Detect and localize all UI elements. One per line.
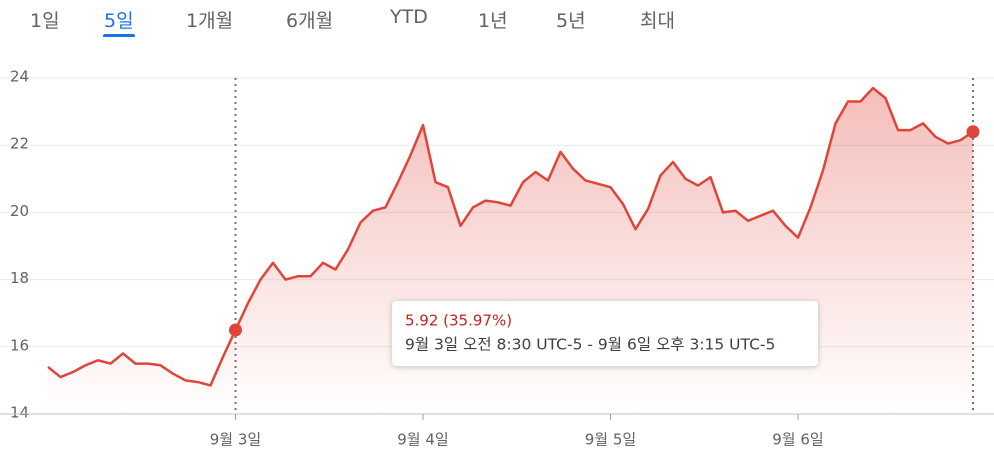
tooltip-range: 9월 3일 오전 8:30 UTC-5 - 9월 6일 오후 3:15 UTC-… bbox=[405, 336, 775, 354]
x-tick-label: 9월 6일 bbox=[772, 431, 823, 449]
y-tick-label: 18 bbox=[10, 269, 29, 287]
tab-selected[interactable]: 5일 bbox=[103, 6, 135, 37]
selection-marker bbox=[966, 125, 980, 139]
range-tabs: 1일 5일 1개월 6개월 YTD 1년 5년 최대 bbox=[0, 0, 994, 44]
x-tick-label: 9월 3일 bbox=[210, 431, 261, 449]
y-tick-label: 16 bbox=[10, 336, 29, 354]
tab[interactable]: 1일 bbox=[30, 10, 60, 32]
tooltip-box bbox=[392, 301, 818, 366]
tab[interactable]: 6개월 bbox=[286, 10, 334, 32]
y-tick-label: 22 bbox=[10, 135, 29, 153]
x-tick-label: 9월 5일 bbox=[585, 431, 636, 449]
tooltip: 5.92 (35.97%) 9월 3일 오전 8:30 UTC-5 - 9월 6… bbox=[392, 301, 818, 366]
x-tick-label: 9월 4일 bbox=[397, 431, 448, 449]
price-line bbox=[47, 86, 974, 387]
selection-marker bbox=[229, 323, 242, 337]
tooltip-change: 5.92 (35.97%) bbox=[405, 312, 512, 330]
y-tick-label: 24 bbox=[10, 68, 29, 86]
tab[interactable]: 5년 bbox=[556, 10, 586, 32]
y-tick-label: 14 bbox=[10, 404, 29, 422]
tab[interactable]: 1개월 bbox=[186, 10, 234, 32]
tab[interactable]: 최대 bbox=[640, 10, 675, 32]
y-tick-label: 20 bbox=[10, 202, 29, 220]
tab[interactable]: YTD bbox=[390, 6, 428, 28]
tab[interactable]: 1년 bbox=[478, 10, 508, 32]
